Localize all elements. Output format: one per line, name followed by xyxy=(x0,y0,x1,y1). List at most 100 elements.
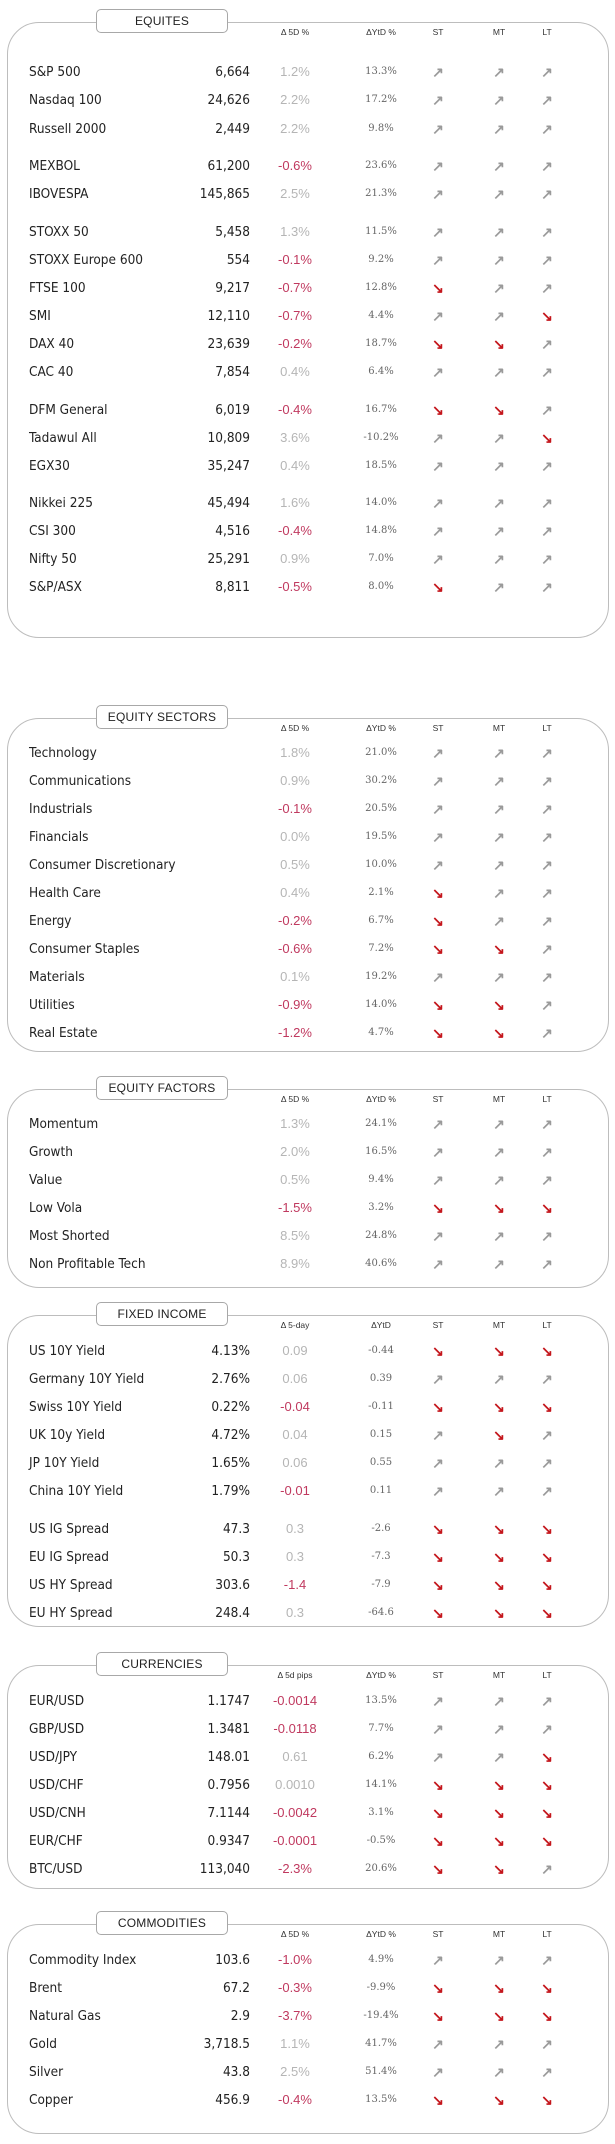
table-row[interactable]: Silver 43.8 2.5% 51.4% ↗ ↗ ↗ xyxy=(8,2061,608,2083)
lt-trend-up-arrow-icon: ↗ xyxy=(541,1228,553,1244)
row-name: Russell 2000 xyxy=(29,121,107,137)
table-row[interactable]: Copper 456.9 -0.4% 13.5% ↘ ↘ ↘ xyxy=(8,2089,608,2111)
table-row[interactable]: MEXBOL 61,200 -0.6% 23.6% ↗ ↗ ↗ xyxy=(8,155,608,177)
table-row[interactable]: US IG Spread 47.3 0.3 -2.6 ↘ ↘ ↘ xyxy=(8,1518,608,1540)
row-name: MEXBOL xyxy=(29,158,80,174)
row-change-5d: -0.0001 xyxy=(272,1833,318,1848)
row-name: Gold xyxy=(29,2036,57,2052)
table-row[interactable]: S&P 500 6,664 1.2% 13.3% ↗ ↗ ↗ xyxy=(8,61,608,83)
st-trend-down-arrow-icon: ↘ xyxy=(432,997,444,1013)
table-row[interactable]: USD/CHF 0.7956 0.0010 14.1% ↘ ↘ ↘ xyxy=(8,1774,608,1796)
table-row[interactable]: Low Vola -1.5% 3.2% ↘ ↘ ↘ xyxy=(8,1197,608,1219)
table-row[interactable]: Gold 3,718.5 1.1% 41.7% ↗ ↗ ↗ xyxy=(8,2033,608,2055)
table-row[interactable]: EUR/CHF 0.9347 -0.0001 -0.5% ↘ ↘ ↘ xyxy=(8,1830,608,1852)
row-change-5d: -0.6% xyxy=(278,158,312,173)
table-row[interactable]: SMI 12,110 -0.7% 4.4% ↗ ↗ ↘ xyxy=(8,305,608,327)
table-row[interactable]: EGX30 35,247 0.4% 18.5% ↗ ↗ ↗ xyxy=(8,455,608,477)
lt-trend-up-arrow-icon: ↗ xyxy=(541,1861,553,1877)
row-name: Real Estate xyxy=(29,1025,98,1041)
table-row[interactable]: FTSE 100 9,217 -0.7% 12.8% ↘ ↗ ↗ xyxy=(8,277,608,299)
row-change-5d: 1.1% xyxy=(280,2036,310,2051)
row-change-5d: 8.5% xyxy=(280,1228,310,1243)
table-row[interactable]: CSI 300 4,516 -0.4% 14.8% ↗ ↗ ↗ xyxy=(8,520,608,542)
table-row[interactable]: JP 10Y Yield 1.65% 0.06 0.55 ↗ ↗ ↗ xyxy=(8,1452,608,1474)
table-row[interactable]: Germany 10Y Yield 2.76% 0.06 0.39 ↗ ↗ ↗ xyxy=(8,1368,608,1390)
row-change-ytd: 24.1% xyxy=(365,1118,397,1129)
table-row[interactable]: EUR/USD 1.1747 -0.0014 13.5% ↗ ↗ ↗ xyxy=(8,1690,608,1712)
table-row[interactable]: Natural Gas 2.9 -3.7% -19.4% ↘ ↘ ↘ xyxy=(8,2005,608,2027)
row-name: STOXX Europe 600 xyxy=(29,252,144,268)
row-change-5d: 1.6% xyxy=(280,495,310,510)
row-level: 24,626 xyxy=(207,92,250,108)
table-row[interactable]: USD/JPY 148.01 0.61 6.2% ↗ ↗ ↘ xyxy=(8,1746,608,1768)
table-row[interactable]: US 10Y Yield 4.13% 0.09 -0.44 ↘ ↘ ↘ xyxy=(8,1340,608,1362)
row-change-ytd: 7.7% xyxy=(368,1723,394,1734)
table-row[interactable]: Brent 67.2 -0.3% -9.9% ↘ ↘ ↘ xyxy=(8,1977,608,1999)
table-row[interactable]: GBP/USD 1.3481 -0.0118 7.7% ↗ ↗ ↗ xyxy=(8,1718,608,1740)
table-row[interactable]: Consumer Discretionary 0.5% 10.0% ↗ ↗ ↗ xyxy=(8,854,608,876)
row-change-5d: 0.04 xyxy=(282,1427,308,1442)
table-row[interactable]: Nifty 50 25,291 0.9% 7.0% ↗ ↗ ↗ xyxy=(8,548,608,570)
row-change-ytd: 40.6% xyxy=(365,1258,397,1269)
table-row[interactable]: Tadawul All 10,809 3.6% -10.2% ↗ ↗ ↘ xyxy=(8,427,608,449)
mt-trend-up-arrow-icon: ↗ xyxy=(493,1116,505,1132)
st-trend-down-arrow-icon: ↘ xyxy=(432,579,444,595)
table-row[interactable]: USD/CNH 7.1144 -0.0042 3.1% ↘ ↘ ↘ xyxy=(8,1802,608,1824)
row-change-5d: -0.0118 xyxy=(273,1721,317,1736)
table-row[interactable]: Technology 1.8% 21.0% ↗ ↗ ↗ xyxy=(8,742,608,764)
mt-trend-up-arrow-icon: ↗ xyxy=(493,913,505,929)
table-row[interactable]: Growth 2.0% 16.5% ↗ ↗ ↗ xyxy=(8,1141,608,1163)
table-row[interactable]: Energy -0.2% 6.7% ↘ ↗ ↗ xyxy=(8,910,608,932)
row-level: 7,854 xyxy=(215,364,250,380)
table-row[interactable]: Nikkei 225 45,494 1.6% 14.0% ↗ ↗ ↗ xyxy=(8,492,608,514)
table-row[interactable]: Utilities -0.9% 14.0% ↘ ↘ ↗ xyxy=(8,994,608,1016)
table-row[interactable]: CAC 40 7,854 0.4% 6.4% ↗ ↗ ↗ xyxy=(8,361,608,383)
table-row[interactable]: Momentum 1.3% 24.1% ↗ ↗ ↗ xyxy=(8,1113,608,1135)
st-trend-down-arrow-icon: ↘ xyxy=(432,1805,444,1821)
st-trend-up-arrow-icon: ↗ xyxy=(432,364,444,380)
lt-trend-up-arrow-icon: ↗ xyxy=(541,280,553,296)
table-row[interactable]: DFM General 6,019 -0.4% 16.7% ↘ ↘ ↗ xyxy=(8,399,608,421)
row-level: 554 xyxy=(226,252,250,268)
table-row[interactable]: Real Estate -1.2% 4.7% ↘ ↘ ↗ xyxy=(8,1022,608,1044)
table-row[interactable]: Financials 0.0% 19.5% ↗ ↗ ↗ xyxy=(8,826,608,848)
st-trend-up-arrow-icon: ↗ xyxy=(432,1144,444,1160)
table-row[interactable]: S&P/ASX 8,811 -0.5% 8.0% ↘ ↗ ↗ xyxy=(8,576,608,598)
table-row[interactable]: Value 0.5% 9.4% ↗ ↗ ↗ xyxy=(8,1169,608,1191)
col-d5day: Δ 5-day xyxy=(280,1320,310,1330)
table-row[interactable]: DAX 40 23,639 -0.2% 18.7% ↘ ↘ ↗ xyxy=(8,333,608,355)
table-row[interactable]: China 10Y Yield 1.79% -0.01 0.11 ↗ ↗ ↗ xyxy=(8,1480,608,1502)
table-row[interactable]: Industrials -0.1% 20.5% ↗ ↗ ↗ xyxy=(8,798,608,820)
table-row[interactable]: Russell 2000 2,449 2.2% 9.8% ↗ ↗ ↗ xyxy=(8,118,608,140)
lt-trend-down-arrow-icon: ↘ xyxy=(541,1399,553,1415)
row-change-5d: 1.8% xyxy=(280,745,310,760)
table-row[interactable]: BTC/USD 113,040 -2.3% 20.6% ↘ ↘ ↗ xyxy=(8,1858,608,1880)
table-row[interactable]: Most Shorted 8.5% 24.8% ↗ ↗ ↗ xyxy=(8,1225,608,1247)
table-row[interactable]: Non Profitable Tech 8.9% 40.6% ↗ ↗ ↗ xyxy=(8,1253,608,1275)
table-row[interactable]: Nasdaq 100 24,626 2.2% 17.2% ↗ ↗ ↗ xyxy=(8,89,608,111)
table-row[interactable]: STOXX Europe 600 554 -0.1% 9.2% ↗ ↗ ↗ xyxy=(8,249,608,271)
lt-trend-down-arrow-icon: ↘ xyxy=(541,1343,553,1359)
row-level: 45,494 xyxy=(207,495,250,511)
lt-trend-up-arrow-icon: ↗ xyxy=(541,1116,553,1132)
table-row[interactable]: Communications 0.9% 30.2% ↗ ↗ ↗ xyxy=(8,770,608,792)
mt-trend-down-arrow-icon: ↘ xyxy=(493,1343,505,1359)
lt-trend-down-arrow-icon: ↘ xyxy=(541,1805,553,1821)
row-change-ytd: -7.9 xyxy=(371,1579,391,1590)
table-row[interactable]: EU HY Spread 248.4 0.3 -64.6 ↘ ↘ ↘ xyxy=(8,1602,608,1624)
table-row[interactable]: STOXX 50 5,458 1.3% 11.5% ↗ ↗ ↗ xyxy=(8,221,608,243)
table-row[interactable]: Materials 0.1% 19.2% ↗ ↗ ↗ xyxy=(8,966,608,988)
row-level: 8,811 xyxy=(215,579,250,595)
row-change-ytd: -9.9% xyxy=(366,1982,396,1993)
table-row[interactable]: UK 10y Yield 4.72% 0.04 0.15 ↗ ↘ ↗ xyxy=(8,1424,608,1446)
table-row[interactable]: Health Care 0.4% 2.1% ↘ ↗ ↗ xyxy=(8,882,608,904)
col-mt: MT xyxy=(492,1320,506,1330)
row-change-5d: -0.3% xyxy=(278,1980,312,1995)
table-row[interactable]: EU IG Spread 50.3 0.3 -7.3 ↘ ↘ ↘ xyxy=(8,1546,608,1568)
table-row[interactable]: Swiss 10Y Yield 0.22% -0.04 -0.11 ↘ ↘ ↘ xyxy=(8,1396,608,1418)
row-level: 4,516 xyxy=(215,523,250,539)
table-row[interactable]: Commodity Index 103.6 -1.0% 4.9% ↗ ↗ ↗ xyxy=(8,1949,608,1971)
table-row[interactable]: Consumer Staples -0.6% 7.2% ↘ ↘ ↗ xyxy=(8,938,608,960)
table-row[interactable]: IBOVESPA 145,865 2.5% 21.3% ↗ ↗ ↗ xyxy=(8,183,608,205)
table-row[interactable]: US HY Spread 303.6 -1.4 -7.9 ↘ ↘ ↘ xyxy=(8,1574,608,1596)
